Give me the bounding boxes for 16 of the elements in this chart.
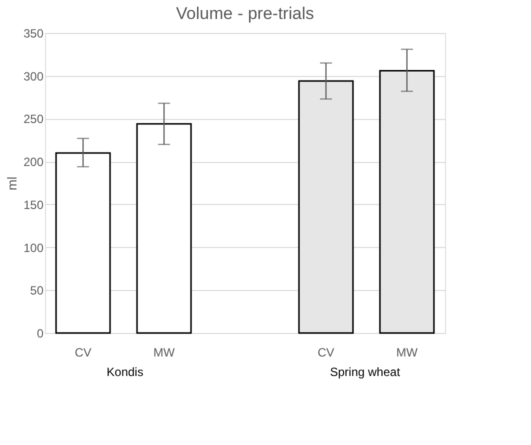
y-tick-label: 300: [23, 69, 44, 84]
x-tick-label: CV: [74, 346, 92, 360]
text: Kondis: [106, 365, 144, 379]
y-tick-label: 200: [23, 155, 44, 170]
y-tick-label: 250: [23, 112, 44, 126]
x-tick-label: CV: [318, 346, 334, 360]
x-tick-label: MW: [396, 346, 418, 360]
y-tick-label: 0: [36, 326, 44, 340]
chart-title: Volume - pre-trials: [176, 4, 314, 23]
y-tick-label: 50: [30, 284, 44, 298]
y-tick-label: 150: [23, 198, 44, 212]
text: Spring wheat: [330, 365, 401, 379]
y-tick-label: 100: [23, 240, 44, 255]
y-tick-label: 350: [23, 26, 44, 40]
x-tick-label: MW: [153, 346, 176, 360]
y-axis-title: ml: [4, 176, 20, 190]
